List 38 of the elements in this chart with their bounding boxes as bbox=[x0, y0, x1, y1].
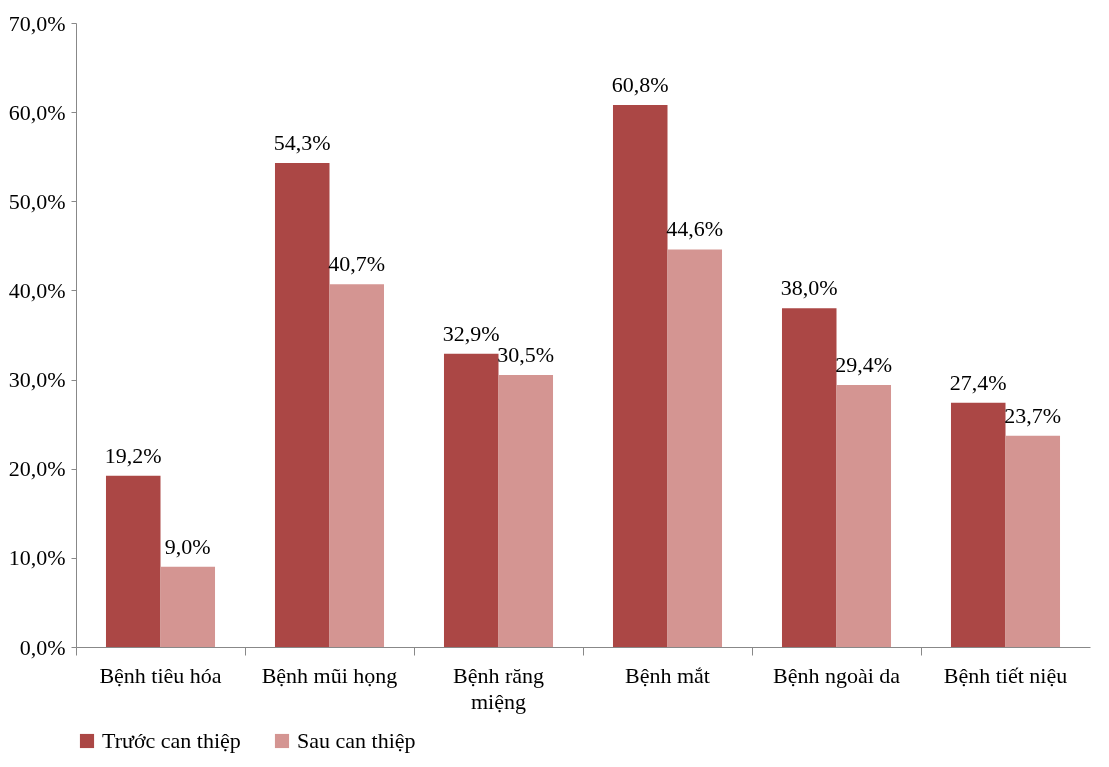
legend-label: Sau can thiệp bbox=[297, 728, 416, 753]
y-tick-label: 70,0% bbox=[8, 10, 66, 36]
bar bbox=[274, 162, 330, 647]
data-label: 27,4% bbox=[949, 369, 1007, 395]
bar bbox=[950, 402, 1006, 647]
y-tick-label: 50,0% bbox=[8, 188, 66, 214]
x-tick-label: Bệnh tiết niệu bbox=[943, 662, 1068, 688]
bar bbox=[160, 566, 216, 647]
data-label: 30,5% bbox=[497, 342, 555, 368]
bar bbox=[1005, 435, 1061, 647]
x-tick-label: Bệnh mắt bbox=[625, 662, 710, 688]
data-label: 54,3% bbox=[273, 129, 331, 155]
bar bbox=[329, 284, 385, 647]
x-tick-label: Bệnh mũi họng bbox=[261, 662, 398, 688]
y-tick-label: 20,0% bbox=[8, 456, 66, 482]
bar bbox=[667, 249, 723, 647]
data-label: 38,0% bbox=[780, 275, 838, 301]
y-tick-label: 10,0% bbox=[8, 545, 66, 571]
data-label: 29,4% bbox=[835, 351, 893, 377]
bar bbox=[781, 308, 837, 647]
y-tick-label: 0,0% bbox=[19, 634, 66, 660]
data-label: 23,7% bbox=[1004, 402, 1062, 428]
y-tick-label: 60,0% bbox=[8, 99, 66, 125]
data-label: 60,8% bbox=[611, 72, 669, 98]
x-tick-label: Bệnh ngoài da bbox=[772, 662, 901, 688]
data-label: 9,0% bbox=[164, 533, 211, 559]
y-tick-label: 40,0% bbox=[8, 277, 66, 303]
bar bbox=[498, 375, 554, 647]
bar bbox=[105, 475, 161, 647]
bar bbox=[836, 384, 892, 647]
bar bbox=[443, 353, 499, 647]
data-label: 19,2% bbox=[104, 442, 162, 468]
data-label: 32,9% bbox=[442, 320, 500, 346]
y-tick-label: 30,0% bbox=[8, 367, 66, 393]
bar bbox=[612, 105, 668, 647]
legend-label: Trước can thiệp bbox=[102, 728, 241, 753]
x-tick-label: Bệnh tiêu hóa bbox=[99, 662, 222, 688]
x-tick-label: Bệnh răng miệng bbox=[452, 662, 545, 714]
